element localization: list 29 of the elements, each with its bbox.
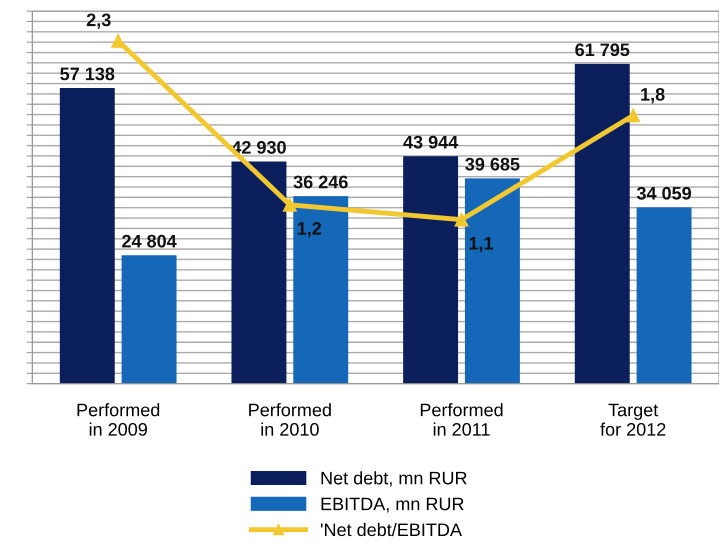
bar [60, 88, 115, 384]
bar [574, 64, 630, 384]
data-label: 39 685 [465, 158, 520, 171]
bar [293, 196, 348, 384]
point [454, 212, 468, 227]
data-label: 2,3 [86, 13, 111, 29]
data-label: 1,1 [470, 237, 493, 252]
data-label: 57 138 [60, 67, 114, 80]
data-label: 1,2 [298, 222, 322, 238]
bar [464, 178, 520, 384]
legend-label: 'Net debt/EBITDA [320, 522, 462, 536]
x-tick-label: Target for 2012 [600, 404, 666, 436]
x-tick-label: Performed in 2011 [420, 403, 502, 436]
x-tick-label: Performed in 2009 [78, 403, 160, 436]
bar [122, 255, 177, 384]
point [626, 108, 640, 122]
data-label: 61 795 [575, 43, 630, 56]
data-label: 1,8 [641, 88, 665, 104]
data-label: 43 944 [403, 136, 458, 149]
bar [636, 207, 692, 384]
data-label: 36 246 [294, 176, 348, 188]
data-label: 34 059 [636, 186, 692, 200]
point [282, 198, 297, 212]
legend-label: Net debt, mn RUR [322, 471, 467, 487]
bar [231, 162, 286, 384]
legend-label: EBITDA, mn RUR [322, 498, 464, 512]
bar [403, 156, 458, 384]
data-label: 24 804 [122, 234, 177, 248]
x-tick-label: Performed in 2010 [249, 403, 331, 436]
